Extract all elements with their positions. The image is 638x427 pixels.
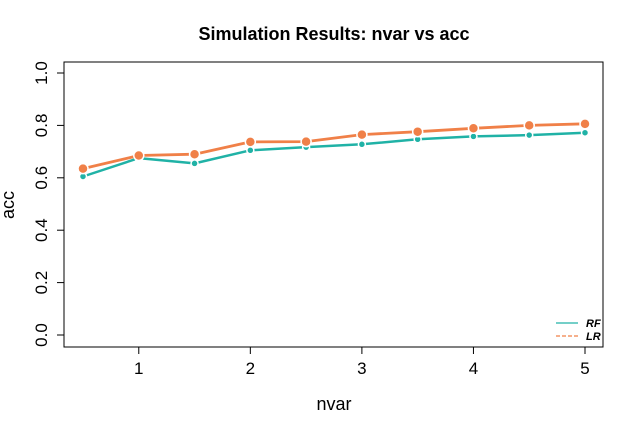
y-tick-label: 1.0 (32, 61, 51, 85)
data-point (411, 125, 424, 138)
x-tick-label: 1 (134, 359, 143, 378)
y-tick-label: 0.0 (32, 323, 51, 347)
y-tick-label: 0.4 (32, 218, 51, 242)
data-point (580, 128, 590, 137)
legend-label: LR (586, 331, 601, 343)
data-point (524, 130, 534, 140)
series-LR (77, 118, 591, 175)
data-point (523, 119, 535, 132)
chart-title: Simulation Results: nvar vs acc (198, 24, 469, 44)
series-line (82, 122, 586, 170)
data-point (244, 136, 257, 148)
legend-label: RF (586, 318, 601, 330)
y-axis-label: acc (0, 191, 18, 219)
data-point (77, 162, 89, 175)
data-point (467, 122, 480, 135)
data-point (300, 135, 312, 148)
x-tick-label: 4 (469, 359, 478, 378)
data-point (188, 148, 201, 160)
y-tick-label: 0.2 (32, 271, 51, 295)
y-tick-label: 0.6 (32, 166, 51, 190)
x-axis: 1 2 3 4 5 (134, 346, 590, 378)
series-layer (77, 118, 591, 181)
y-tick-label: 0.8 (32, 114, 51, 138)
x-tick-label: 2 (246, 359, 255, 378)
y-axis: 0.0 0.2 0.4 0.6 0.8 1.0 (32, 61, 65, 347)
x-axis-label: nvar (316, 394, 351, 414)
data-point (356, 128, 368, 141)
x-tick-label: 5 (580, 359, 589, 378)
x-tick-label: 3 (357, 359, 366, 378)
data-point (133, 149, 145, 162)
data-point (357, 140, 367, 149)
data-point (190, 159, 199, 168)
data-point (246, 146, 255, 155)
data-point (579, 118, 591, 130)
plot-frame (63, 61, 604, 348)
series-line (82, 131, 586, 178)
